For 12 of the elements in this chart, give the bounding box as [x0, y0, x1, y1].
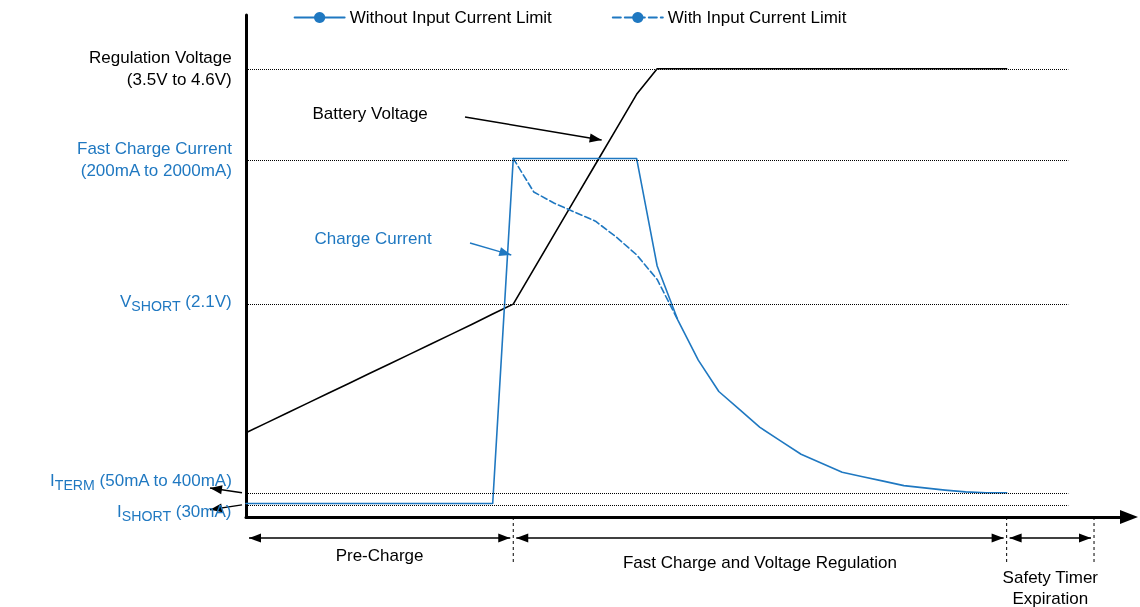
legend-label: With Input Current Limit: [667, 8, 847, 27]
ref-line-label: Fast Charge Current (200mA to 2000mA): [77, 137, 232, 182]
ref-line-label: V$_{SHORT}$ (2.1V): [120, 291, 232, 317]
ref-line-label: I$_{SHORT}$ (30mA): [117, 501, 232, 527]
ref-line-label: I$_{TERM}$ (50mA to 400mA): [50, 470, 232, 496]
annotation: Charge Current: [314, 229, 432, 249]
ref-line-label: Regulation Voltage (3.5V to 4.6V): [89, 46, 232, 91]
text: Pre-Charge: [335, 546, 424, 566]
text: Fast Charge and Voltage Regulation: [622, 553, 898, 573]
annotation: Battery Voltage: [312, 104, 428, 124]
text: Safety Timer Expiration: [1001, 567, 1100, 607]
legend-label: Without Input Current Limit: [349, 8, 553, 27]
